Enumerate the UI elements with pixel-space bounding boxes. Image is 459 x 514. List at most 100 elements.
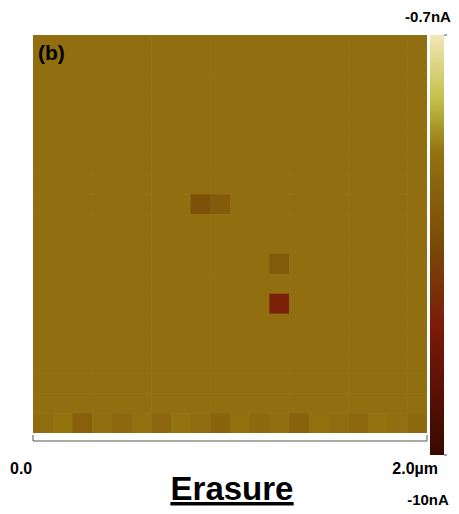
cell — [289, 353, 309, 374]
cell — [171, 334, 191, 355]
cell — [407, 194, 427, 215]
cell — [112, 154, 132, 175]
cell — [191, 95, 211, 116]
cell — [171, 413, 191, 433]
cell — [33, 75, 53, 96]
cell — [53, 393, 73, 414]
cell — [348, 35, 368, 56]
cell — [112, 75, 132, 96]
cell — [269, 194, 289, 215]
cell — [289, 174, 309, 195]
cell — [407, 373, 427, 394]
cell — [289, 75, 309, 96]
cell — [151, 35, 171, 56]
cell — [250, 174, 270, 195]
cell — [368, 413, 388, 433]
cell — [309, 135, 329, 156]
cell — [388, 75, 408, 96]
cell — [191, 35, 211, 56]
cell — [92, 413, 112, 433]
cell — [112, 254, 132, 275]
cell — [171, 95, 191, 116]
cell — [388, 174, 408, 195]
cell — [210, 234, 230, 255]
cell — [210, 115, 230, 136]
cell — [368, 234, 388, 255]
cell — [250, 234, 270, 255]
cell — [72, 234, 92, 255]
cell — [368, 274, 388, 295]
cell — [53, 334, 73, 355]
cell — [171, 314, 191, 335]
cell — [72, 274, 92, 295]
cell — [250, 274, 270, 295]
cell — [250, 353, 270, 374]
cell — [348, 254, 368, 275]
cell — [210, 254, 230, 275]
cell — [329, 95, 349, 116]
cell — [171, 55, 191, 76]
cell — [329, 314, 349, 335]
cell — [72, 174, 92, 195]
cell — [329, 373, 349, 394]
cell — [309, 55, 329, 76]
cell — [210, 75, 230, 96]
cell — [388, 115, 408, 136]
cell — [289, 194, 309, 215]
cell — [368, 353, 388, 374]
cell — [171, 234, 191, 255]
cell — [171, 35, 191, 56]
cell — [289, 254, 309, 275]
cell — [33, 274, 53, 295]
cell — [151, 194, 171, 215]
cell — [112, 353, 132, 374]
cell — [53, 174, 73, 195]
cell — [329, 194, 349, 215]
cell — [407, 95, 427, 116]
cell — [269, 174, 289, 195]
cell — [348, 294, 368, 315]
cell — [230, 35, 250, 56]
cell — [230, 373, 250, 394]
cell — [210, 35, 230, 56]
cell — [368, 135, 388, 156]
cell — [132, 35, 152, 56]
cell — [388, 314, 408, 335]
cell — [72, 393, 92, 414]
cell — [92, 274, 112, 295]
cell — [112, 334, 132, 355]
cell — [191, 314, 211, 335]
cell — [53, 214, 73, 235]
cell — [210, 294, 230, 315]
cell — [250, 194, 270, 215]
cell — [92, 294, 112, 315]
cell — [151, 373, 171, 394]
cell — [92, 35, 112, 56]
cell — [151, 135, 171, 156]
cell — [33, 334, 53, 355]
cell — [289, 214, 309, 235]
cell — [230, 75, 250, 96]
cell — [407, 174, 427, 195]
cell — [388, 393, 408, 414]
cell — [92, 334, 112, 355]
cell — [191, 75, 211, 96]
cell — [33, 314, 53, 335]
cell — [309, 254, 329, 275]
cell — [171, 254, 191, 275]
cell — [151, 75, 171, 96]
cell — [132, 373, 152, 394]
cell — [329, 214, 349, 235]
cell — [72, 55, 92, 76]
cell — [269, 75, 289, 96]
cell — [132, 353, 152, 374]
cell — [210, 154, 230, 175]
cell — [72, 334, 92, 355]
cell — [348, 353, 368, 374]
cell — [132, 75, 152, 96]
cell — [72, 35, 92, 56]
cell — [289, 274, 309, 295]
cell — [112, 294, 132, 315]
colorbar-tick — [444, 455, 447, 456]
cell — [191, 373, 211, 394]
